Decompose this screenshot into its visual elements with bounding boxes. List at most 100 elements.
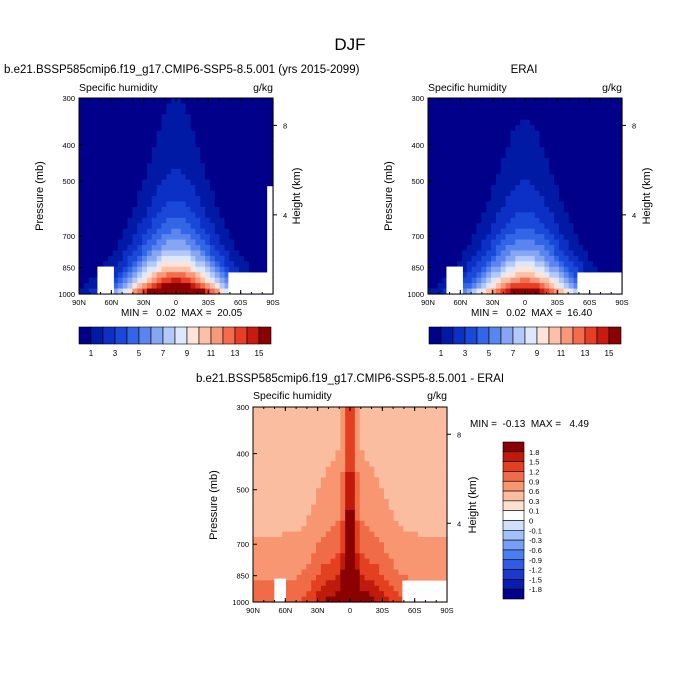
- contour-cell: [117, 141, 124, 148]
- y-tick-label: 700: [411, 232, 424, 241]
- contour-cell: [195, 228, 201, 235]
- contour-cell: [408, 412, 414, 419]
- contour-cell: [359, 461, 366, 468]
- contour-cell: [568, 261, 575, 268]
- contour-cell: [359, 585, 366, 592]
- contour-cell: [588, 228, 594, 235]
- contour-cell: [437, 283, 444, 290]
- contour-cell: [447, 234, 453, 241]
- contour-cell: [466, 228, 473, 235]
- contour-cell: [612, 261, 618, 268]
- contour-cell: [422, 488, 429, 495]
- contour-cell: [500, 261, 507, 268]
- contour-cell: [146, 272, 153, 279]
- contour-cell: [132, 108, 138, 115]
- contour-cell: [325, 569, 332, 576]
- contour-cell: [320, 574, 327, 581]
- contour-cell: [359, 488, 366, 495]
- contour-cell: [209, 108, 216, 115]
- contour-cell: [282, 504, 288, 511]
- contour-cell: [602, 174, 609, 181]
- contour-cell: [282, 547, 288, 554]
- contour-cell: [554, 103, 560, 110]
- colorbar-box: [502, 471, 525, 482]
- contour-cell: [296, 542, 303, 549]
- contour-cell: [156, 119, 163, 126]
- contour-cell: [286, 434, 293, 441]
- contour-cell: [171, 223, 177, 230]
- contour-cell: [476, 141, 482, 148]
- contour-cell: [330, 472, 337, 479]
- contour-cell: [258, 103, 264, 110]
- contour-cell: [359, 493, 366, 500]
- contour-cell: [93, 212, 99, 219]
- contour-cell: [311, 537, 317, 544]
- contour-cell: [219, 179, 226, 186]
- contour-cell: [286, 526, 293, 533]
- contour-cell: [180, 152, 187, 159]
- contour-cell: [171, 103, 177, 110]
- contour-cell: [403, 434, 409, 441]
- contour-cell: [137, 255, 143, 262]
- contour-cell: [257, 461, 264, 468]
- contour-cell: [364, 558, 370, 565]
- colorbar-box: [502, 490, 525, 502]
- contour-cell: [127, 174, 133, 181]
- contour-cell: [510, 125, 516, 132]
- contour-cell: [180, 125, 187, 132]
- contour-cell: [122, 250, 129, 257]
- contour-cell: [171, 266, 177, 273]
- contour-cell: [263, 168, 269, 175]
- contour-cell: [471, 114, 478, 121]
- contour-cell: [495, 196, 502, 203]
- contour-cell: [403, 423, 409, 430]
- contour-cell: [461, 245, 468, 252]
- contour-cell: [525, 119, 531, 126]
- contour-cell: [437, 417, 443, 424]
- contour-cell: [345, 537, 351, 544]
- contour-cell: [311, 466, 317, 473]
- contour-cell: [325, 488, 332, 495]
- contour-cell: [253, 417, 259, 424]
- contour-cell: [403, 477, 409, 484]
- contour-cell: [505, 141, 512, 148]
- contour-cell: [369, 553, 375, 560]
- contour-cell: [243, 239, 250, 246]
- contour-cell: [267, 434, 273, 441]
- contour-cell: [103, 228, 109, 235]
- contour-cell: [364, 493, 370, 500]
- contour-cell: [398, 461, 404, 468]
- contour-cell: [117, 217, 124, 224]
- contour-cell: [224, 223, 230, 230]
- contour-cell: [592, 98, 599, 105]
- contour-cell: [510, 196, 516, 203]
- contour-cell: [267, 407, 273, 414]
- contour-cell: [393, 569, 400, 576]
- contour-cell: [539, 245, 545, 252]
- contour-cell: [200, 98, 206, 105]
- contour-cell: [607, 217, 613, 224]
- contour-cell: [510, 119, 516, 126]
- contour-cell: [583, 114, 589, 121]
- contour-cell: [112, 196, 119, 203]
- contour-cell: [379, 439, 385, 446]
- contour-cell: [481, 228, 487, 235]
- contour-cell: [282, 553, 288, 560]
- colorbar-box: [186, 326, 200, 345]
- contour-cell: [325, 526, 332, 533]
- contour-cell: [127, 261, 133, 268]
- contour-cell: [200, 147, 206, 154]
- contour-cell: [330, 434, 337, 441]
- contour-cell: [301, 526, 307, 533]
- contour-cell: [583, 163, 589, 170]
- contour-cell: [510, 245, 516, 252]
- contour-cell: [452, 103, 458, 110]
- contour-cell: [200, 261, 206, 268]
- contour-cell: [200, 283, 206, 290]
- colorbar-label: 13: [581, 349, 590, 358]
- contour-cell: [481, 119, 487, 126]
- contour-cell: [364, 417, 370, 424]
- contour-cell: [442, 250, 448, 257]
- contour-cell: [383, 439, 390, 446]
- contour-cell: [108, 239, 114, 246]
